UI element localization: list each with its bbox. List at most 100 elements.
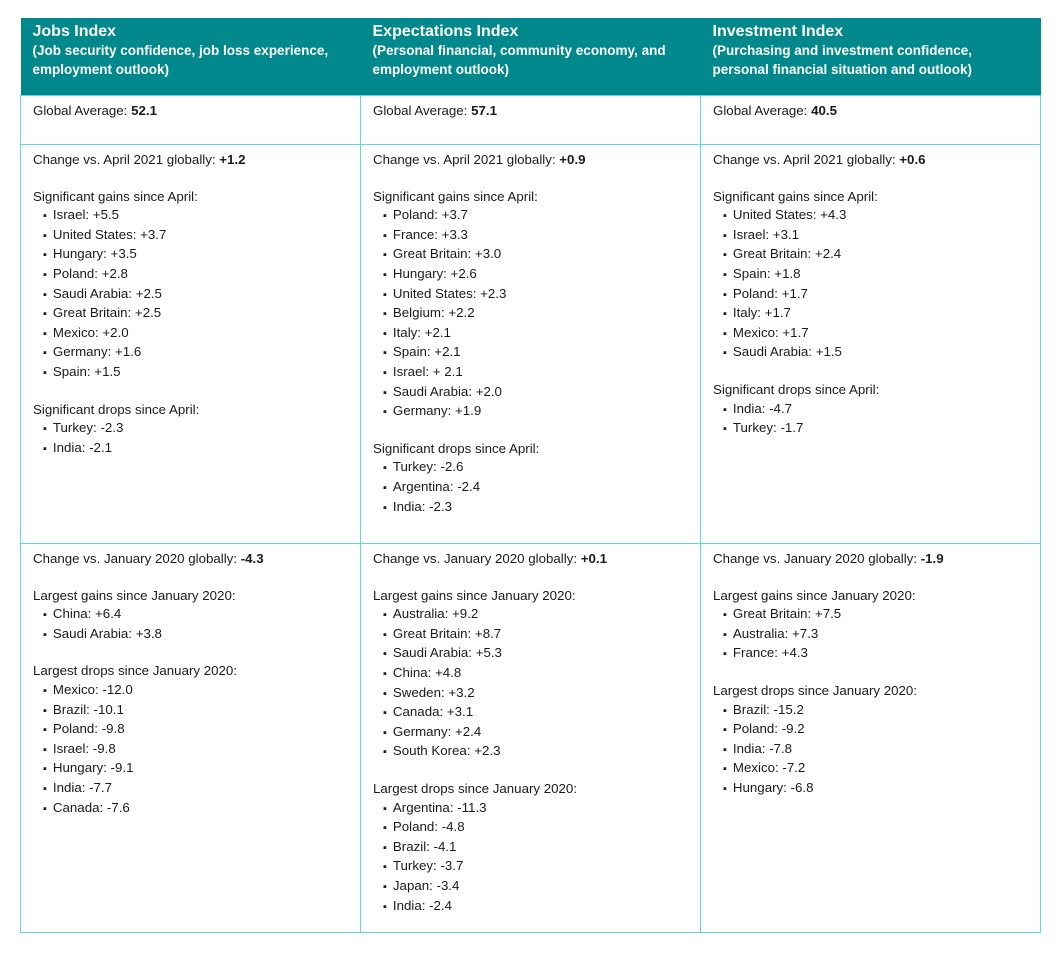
country-list: Australia: +9.2Great Britain: +8.7Saudi … (373, 605, 688, 762)
country-list: Argentina: -11.3Poland: -4.8Brazil: -4.1… (373, 799, 688, 917)
country-list: Israel: +5.5United States: +3.7Hungary: … (33, 206, 348, 382)
header-expectations: Expectations Index (Personal financial, c… (360, 18, 701, 96)
column-title: Jobs Index (32, 23, 117, 40)
list-item: Israel: +5.5 (43, 206, 348, 226)
summary-line: Global Average: 52.1 (33, 102, 348, 121)
section-label: Largest gains since January 2020: (713, 587, 916, 603)
section-label: Significant drops since April: (373, 440, 540, 456)
global-average-row: Global Average: 52.1 Global Average: 57.… (20, 95, 1041, 145)
section-label: Significant gains since April: (373, 188, 538, 204)
summary-label: Global Average: (713, 103, 812, 118)
country-list: Turkey: -2.3India: -2.1 (33, 419, 348, 458)
country-list-section: Significant gains since April: Israel: +5… (33, 188, 348, 383)
list-item: United States: +3.7 (43, 226, 348, 246)
country-list: United States: +4.3Israel: +3.1Great Bri… (713, 206, 1028, 363)
summary-value: 52.1 (131, 103, 157, 118)
list-item: Great Britain: +2.4 (723, 245, 1028, 265)
list-item: France: +3.3 (383, 226, 688, 246)
summary-line: Change vs. January 2020 globally: +0.1 (373, 550, 688, 569)
list-item: Israel: + 2.1 (383, 363, 688, 383)
list-item: Argentina: -11.3 (383, 799, 688, 819)
list-item: Hungary: -9.1 (43, 759, 348, 779)
list-item: Great Britain: +8.7 (383, 625, 688, 645)
summary-line: Change vs. April 2021 globally: +0.6 (713, 151, 1028, 170)
list-item: Canada: +3.1 (383, 703, 688, 723)
section-label: Significant gains since April: (33, 188, 198, 204)
column-subtitle: (Personal financial, community economy, … (372, 43, 666, 77)
list-item: Great Britain: +2.5 (43, 304, 348, 324)
summary-line: Change vs. January 2020 globally: -1.9 (713, 550, 1028, 569)
header-investment: Investment Index (Purchasing and investme… (700, 18, 1041, 96)
list-item: Japan: -3.4 (383, 877, 688, 897)
country-list-section: Largest drops since January 2020: Argenti… (373, 780, 688, 916)
list-item: Germany: +1.9 (383, 402, 688, 422)
country-list-section: Largest gains since January 2020: China: … (33, 587, 348, 645)
april-change-cell: Change vs. April 2021 globally: +1.2 Sign… (20, 144, 361, 544)
header-row: Jobs Index (Job security confidence, job … (20, 18, 1041, 96)
section-label: Largest drops since January 2020: (373, 780, 578, 796)
summary-value: +0.6 (899, 152, 926, 167)
summary-label: Change vs. April 2021 globally: (713, 152, 900, 167)
list-item: Turkey: -2.3 (43, 419, 348, 439)
section-label: Significant drops since April: (33, 401, 200, 417)
list-item: Mexico: -7.2 (723, 759, 1028, 779)
list-item: India: -2.4 (383, 897, 688, 917)
section-label: Largest drops since January 2020: (713, 682, 918, 698)
header-jobs: Jobs Index (Job security confidence, job … (20, 18, 361, 96)
section-label: Significant drops since April: (713, 381, 880, 397)
country-list: India: -4.7Turkey: -1.7 (713, 400, 1028, 439)
january-change-row: Change vs. January 2020 globally: -4.3 La… (20, 543, 1041, 933)
country-list-section: Significant gains since April: United Sta… (713, 188, 1028, 363)
list-item: India: -7.7 (43, 779, 348, 799)
section-label: Largest gains since January 2020: (373, 587, 576, 603)
list-item: Australia: +9.2 (383, 605, 688, 625)
list-item: United States: +2.3 (383, 285, 688, 305)
list-item: Turkey: -1.7 (723, 419, 1028, 439)
list-item: Mexico: +1.7 (723, 324, 1028, 344)
list-item: India: -2.3 (383, 498, 688, 518)
global-average-cell: Global Average: 40.5 (700, 95, 1041, 145)
list-item: Mexico: +2.0 (43, 324, 348, 344)
country-list: China: +6.4Saudi Arabia: +3.8 (33, 605, 348, 644)
list-item: Germany: +1.6 (43, 343, 348, 363)
section-label: Largest drops since January 2020: (33, 663, 238, 679)
section-label: Significant gains since April: (713, 188, 878, 204)
list-item: Mexico: -12.0 (43, 681, 348, 701)
summary-label: Change vs. April 2021 globally: (373, 152, 560, 167)
section-label: Largest gains since January 2020: (33, 587, 236, 603)
list-item: Hungary: -6.8 (723, 779, 1028, 799)
summary-line: Change vs. January 2020 globally: -4.3 (33, 550, 348, 569)
april-change-cell: Change vs. April 2021 globally: +0.9 Sign… (360, 144, 701, 544)
april-change-cell: Change vs. April 2021 globally: +0.6 Sign… (700, 144, 1041, 544)
list-item: Saudi Arabia: +2.0 (383, 383, 688, 403)
list-item: India: -2.1 (43, 439, 348, 459)
list-item: Canada: -7.6 (43, 799, 348, 819)
summary-line: Change vs. April 2021 globally: +0.9 (373, 151, 688, 170)
list-item: France: +4.3 (723, 644, 1028, 664)
summary-label: Change vs. January 2020 globally: (33, 551, 241, 566)
list-item: Spain: +1.8 (723, 265, 1028, 285)
list-item: Italy: +1.7 (723, 304, 1028, 324)
country-list-section: Largest drops since January 2020: Mexico:… (33, 662, 348, 818)
summary-label: Change vs. April 2021 globally: (33, 152, 220, 167)
summary-value: +1.2 (219, 152, 246, 167)
list-item: Hungary: +2.6 (383, 265, 688, 285)
list-item: Australia: +7.3 (723, 625, 1028, 645)
list-item: Great Britain: +7.5 (723, 605, 1028, 625)
list-item: Germany: +2.4 (383, 723, 688, 743)
summary-value: -4.3 (240, 551, 264, 566)
summary-label: Global Average: (33, 103, 132, 118)
list-item: Poland: +1.7 (723, 285, 1028, 305)
country-list-section: Significant drops since April: Turkey: -2… (33, 401, 348, 459)
list-item: Israel: +3.1 (723, 226, 1028, 246)
list-item: China: +4.8 (383, 664, 688, 684)
list-item: Saudi Arabia: +3.8 (43, 625, 348, 645)
column-subtitle: (Job security confidence, job loss exper… (32, 43, 329, 77)
april-change-row: Change vs. April 2021 globally: +1.2 Sign… (20, 144, 1041, 544)
summary-line: Global Average: 40.5 (713, 102, 1028, 121)
summary-value: -1.9 (920, 551, 944, 566)
country-list: Mexico: -12.0Brazil: -10.1Poland: -9.8Is… (33, 681, 348, 818)
list-item: Turkey: -2.6 (383, 458, 688, 478)
list-item: China: +6.4 (43, 605, 348, 625)
country-list-section: Largest gains since January 2020: Great B… (713, 587, 1028, 664)
